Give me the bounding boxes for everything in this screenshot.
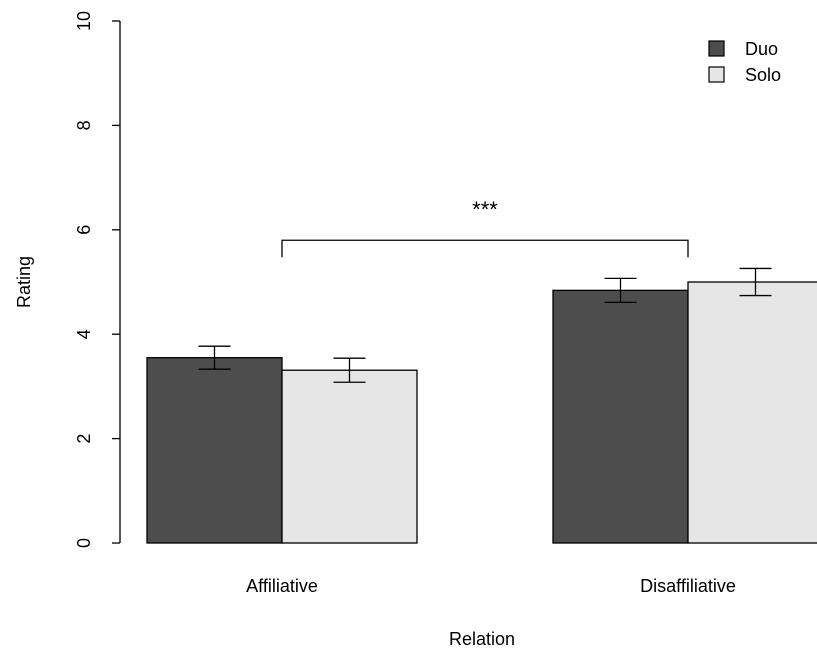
legend: Duo Solo [708, 39, 781, 85]
error-bar-disaffiliative-duo [604, 277, 637, 304]
bars-layer [146, 281, 817, 544]
significance-stars: *** [472, 197, 498, 222]
legend-label: Solo [745, 65, 781, 85]
y-axis: 0 2 4 6 8 10 [74, 11, 121, 548]
y-tick-label: 10 [74, 11, 94, 31]
y-tick-label: 2 [74, 434, 94, 444]
y-tick-label: 4 [74, 329, 94, 339]
y-tick-label: 0 [74, 538, 94, 548]
legend-swatch [708, 66, 725, 83]
y-tick-label: 6 [74, 225, 94, 235]
x-tick-label: Affiliative [246, 576, 318, 596]
bar-disaffiliative-solo [687, 281, 817, 544]
y-axis-label: Rating [14, 256, 34, 308]
legend-item-solo: Solo [708, 65, 781, 85]
error-bar-disaffiliative-solo [739, 267, 772, 297]
y-tick-label: 8 [74, 120, 94, 130]
x-tick-labels: Affiliative Disaffiliative [246, 576, 736, 596]
bar-affiliative-duo [146, 357, 283, 544]
error-bar-affiliative-solo [333, 357, 366, 383]
legend-swatch [708, 40, 725, 57]
bar-disaffiliative-duo [552, 289, 689, 544]
error-bars-layer [198, 267, 772, 383]
legend-label: Duo [745, 39, 778, 59]
error-bar-affiliative-duo [198, 345, 231, 370]
x-tick-label: Disaffiliative [640, 576, 736, 596]
x-axis-label: Relation [449, 629, 515, 649]
significance-bracket [281, 239, 689, 258]
legend-item-duo: Duo [708, 39, 778, 59]
bar-affiliative-solo [281, 369, 418, 544]
significance-annotation: *** [281, 197, 689, 258]
